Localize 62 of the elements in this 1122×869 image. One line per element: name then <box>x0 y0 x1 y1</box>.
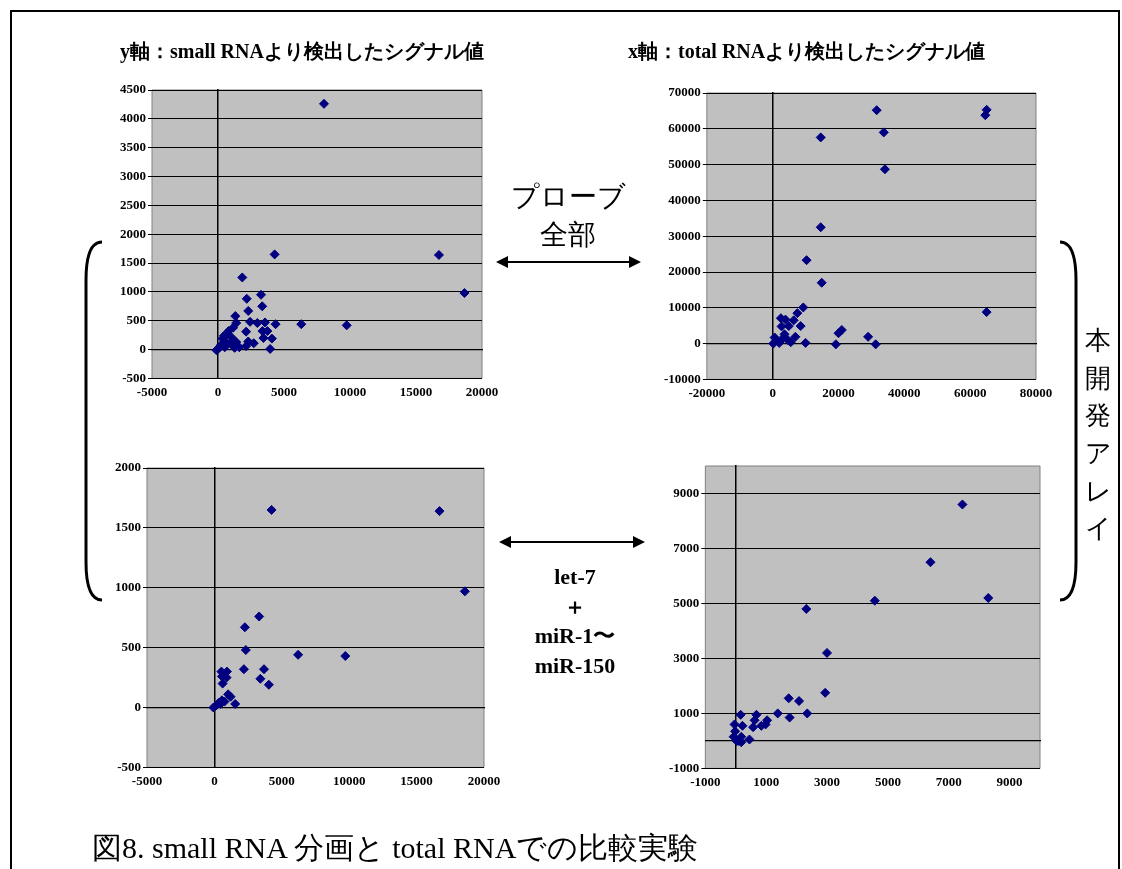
x-tick-label: 20000 <box>465 383 499 399</box>
x-tick-label: 15000 <box>399 383 433 399</box>
y-tick-label: 0 <box>134 698 141 714</box>
x-tick-label: 5000 <box>268 772 295 788</box>
x-tick-label: 20000 <box>467 772 501 788</box>
y-tick-label: 1500 <box>120 254 146 270</box>
y-tick-label: 50000 <box>668 155 701 171</box>
y-tick-label: 3000 <box>120 167 146 183</box>
x-tick-label: 10000 <box>333 383 367 399</box>
y-tick-label: 7000 <box>673 539 700 555</box>
y-tick-label: 2500 <box>120 196 146 212</box>
y-tick-label: 30000 <box>668 227 701 243</box>
text: x軸：total RNAより検出したシグナル値 <box>628 39 987 64</box>
y-tick-label: 1500 <box>115 519 141 535</box>
x-tick-label: 80000 <box>1019 384 1053 400</box>
y-tick-label: 0 <box>694 334 701 350</box>
x-tick-label: -5000 <box>131 772 163 788</box>
x-tick-label: 9000 <box>996 773 1023 789</box>
x-tick-label: 1000 <box>753 773 780 789</box>
y-tick-label: 20000 <box>668 263 701 279</box>
y-tick-label: 2000 <box>120 225 146 241</box>
y-tick-label: 0 <box>139 340 146 356</box>
y-tick-label: -10000 <box>663 370 701 386</box>
text: プローブ全部 <box>509 180 627 252</box>
y-tick-label: 3000 <box>673 649 700 665</box>
y-tick-label: 1000 <box>120 283 146 299</box>
x-tick-label: 20000 <box>822 384 855 400</box>
y-tick-label: 3500 <box>120 139 146 155</box>
y-tick-label: 70000 <box>668 84 701 100</box>
x-tick-label: 3000 <box>814 773 841 789</box>
x-tick-label: 40000 <box>888 384 921 400</box>
y-tick-label: -500 <box>122 369 146 385</box>
y-tick-label: -1000 <box>668 759 700 775</box>
x-tick-label: 10000 <box>332 772 366 788</box>
y-tick-label: 500 <box>126 312 146 328</box>
y-tick-label: 4500 <box>120 81 146 97</box>
y-tick-label: 10000 <box>668 299 701 315</box>
y-tick-label: 9000 <box>673 484 700 500</box>
x-tick-label: 0 <box>214 383 222 399</box>
y-tick-label: 60000 <box>668 120 701 136</box>
text: let-7 ＋ miR-1〜 miR-150 <box>533 563 617 681</box>
x-tick-label: -5000 <box>136 383 168 399</box>
text: 本開発アレイ <box>1084 325 1112 546</box>
y-tick-label: 2000 <box>115 459 141 475</box>
y-tick-label: 500 <box>121 639 141 654</box>
x-tick-label: 0 <box>211 772 218 788</box>
x-tick-label: 5000 <box>271 383 297 399</box>
y-tick-label: 1000 <box>673 704 700 720</box>
x-tick-label: 60000 <box>953 384 987 400</box>
x-tick-label: -20000 <box>688 384 726 400</box>
y-tick-label: 40000 <box>668 191 701 207</box>
y-tick-label: 1000 <box>115 579 141 595</box>
x-tick-label: 0 <box>769 384 776 400</box>
y-tick-label: 5000 <box>673 594 700 610</box>
text: y軸：small RNAより検出したシグナル値 <box>120 39 485 65</box>
x-tick-label: 15000 <box>400 772 433 788</box>
caption: 図8. small RNA 分画と total RNAでの比較実験 <box>92 830 700 866</box>
x-tick-label: 7000 <box>935 773 962 789</box>
y-tick-label: -500 <box>117 758 141 774</box>
y-tick-label: 4000 <box>120 110 146 126</box>
x-tick-label: -1000 <box>690 773 721 789</box>
x-tick-label: 5000 <box>874 773 901 789</box>
